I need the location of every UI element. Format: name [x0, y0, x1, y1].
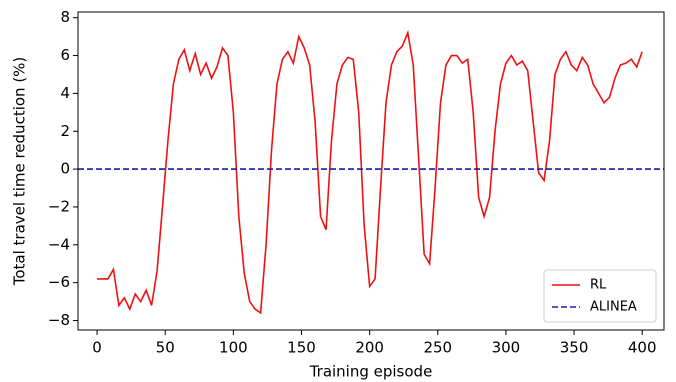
legend-box	[543, 269, 657, 323]
x-tick-label: 50	[156, 339, 175, 357]
y-axis-label: Total travel time reduction (%)	[11, 57, 29, 287]
y-tick-label: 6	[60, 46, 70, 64]
x-tick-label: 350	[560, 339, 589, 357]
y-tick-label: −2	[48, 197, 70, 215]
y-tick-label: 8	[60, 8, 70, 26]
x-axis-label: Training episode	[309, 363, 433, 381]
x-tick-label: 150	[287, 339, 316, 357]
y-tick-label: −4	[48, 235, 70, 253]
y-tick-label: 4	[60, 84, 70, 102]
x-tick-label: 100	[219, 339, 248, 357]
y-tick-label: 0	[60, 160, 70, 178]
x-tick-label: 200	[355, 339, 384, 357]
x-tick-label: 400	[628, 339, 657, 357]
x-tick-label: 250	[423, 339, 452, 357]
plot-frame	[77, 11, 665, 331]
y-tick-label: −6	[48, 273, 70, 291]
x-tick-label: 0	[92, 339, 102, 357]
line-series	[97, 29, 643, 315]
legend-label: ALINEA	[590, 300, 637, 315]
legend-label: RL	[590, 278, 607, 293]
y-tick-label: −8	[48, 311, 70, 329]
y-tick-label: 2	[60, 122, 70, 140]
x-tick-label: 300	[492, 339, 521, 357]
